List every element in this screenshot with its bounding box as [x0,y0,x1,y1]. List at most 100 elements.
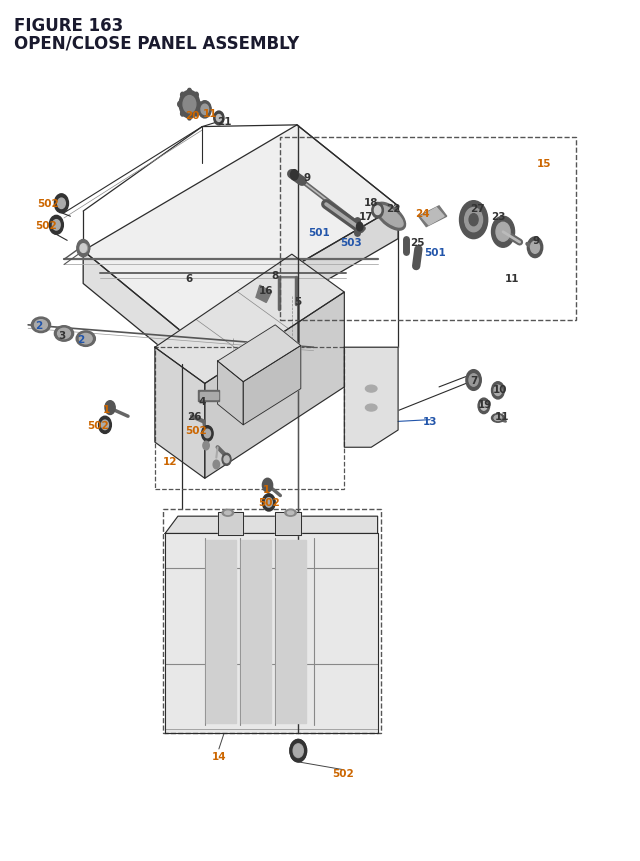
Circle shape [222,454,231,466]
Text: 502: 502 [88,420,109,430]
Polygon shape [218,325,301,382]
Circle shape [224,456,229,463]
Circle shape [290,740,307,762]
Circle shape [180,93,184,98]
Circle shape [188,115,191,121]
Ellipse shape [494,416,502,421]
Ellipse shape [76,331,95,347]
Text: 14: 14 [212,751,226,761]
Circle shape [178,102,182,108]
Circle shape [460,201,488,239]
Ellipse shape [378,206,403,228]
Text: 502: 502 [35,220,57,231]
Circle shape [294,745,303,757]
Polygon shape [83,251,182,365]
Polygon shape [275,512,301,536]
Circle shape [198,102,211,119]
Circle shape [262,494,275,511]
Circle shape [492,217,515,248]
Circle shape [214,112,224,126]
Polygon shape [276,541,306,723]
Polygon shape [155,255,344,384]
Text: OPEN/CLOSE PANEL ASSEMBLY: OPEN/CLOSE PANEL ASSEMBLY [14,34,300,53]
Polygon shape [206,541,236,723]
Text: 502: 502 [332,768,354,778]
Text: 6: 6 [186,274,193,284]
Circle shape [492,382,504,400]
Polygon shape [218,362,243,425]
Polygon shape [182,207,398,365]
Text: 22: 22 [386,203,400,214]
Circle shape [469,375,478,387]
Text: 9: 9 [303,173,311,183]
Ellipse shape [375,203,406,231]
Circle shape [266,498,273,508]
Text: 9: 9 [532,236,540,246]
Circle shape [213,461,220,469]
Text: 501: 501 [424,248,446,258]
Circle shape [527,238,543,258]
Circle shape [531,242,540,254]
Text: 19: 19 [478,400,492,410]
Circle shape [49,216,63,235]
Circle shape [201,105,209,115]
Ellipse shape [225,511,231,515]
Text: 2: 2 [35,320,42,331]
Polygon shape [165,517,378,534]
Ellipse shape [365,386,377,393]
Bar [155,348,344,489]
Circle shape [494,386,502,396]
Circle shape [262,479,273,492]
Text: 23: 23 [491,212,505,222]
Circle shape [99,417,111,434]
Circle shape [374,207,381,215]
Text: 1: 1 [102,405,110,415]
Text: 503: 503 [340,238,362,248]
Circle shape [291,170,298,181]
Circle shape [195,112,198,117]
Circle shape [197,102,201,108]
Ellipse shape [222,510,234,517]
Polygon shape [165,534,378,734]
Ellipse shape [285,510,296,517]
Polygon shape [344,348,398,448]
Text: 16: 16 [259,286,273,296]
Polygon shape [421,208,444,226]
Ellipse shape [58,329,70,339]
Bar [200,393,218,400]
Circle shape [183,96,196,114]
Circle shape [105,401,115,415]
Ellipse shape [79,334,92,344]
Circle shape [58,199,65,209]
Text: 502: 502 [185,425,207,436]
Polygon shape [243,346,301,425]
Circle shape [290,740,307,762]
Ellipse shape [492,414,504,423]
Polygon shape [218,512,243,536]
Circle shape [195,93,198,98]
Circle shape [466,370,481,391]
Circle shape [52,220,60,231]
Text: 25: 25 [410,238,424,248]
Ellipse shape [365,405,377,412]
Text: 3: 3 [58,331,65,341]
Circle shape [80,245,86,253]
Circle shape [216,115,221,122]
Text: 24: 24 [415,208,429,219]
Text: 17: 17 [359,212,373,222]
Text: 502: 502 [37,199,59,209]
Text: 18: 18 [364,198,378,208]
Text: 11: 11 [505,274,519,284]
Polygon shape [419,207,447,227]
Bar [163,510,381,734]
Text: 27: 27 [470,203,484,214]
Circle shape [372,203,383,219]
Circle shape [481,402,487,411]
Text: 5: 5 [294,296,302,307]
Polygon shape [241,541,271,723]
Circle shape [356,223,363,232]
Circle shape [81,245,88,253]
Circle shape [79,242,90,256]
Text: 12: 12 [163,456,177,467]
Text: 2: 2 [77,334,84,344]
